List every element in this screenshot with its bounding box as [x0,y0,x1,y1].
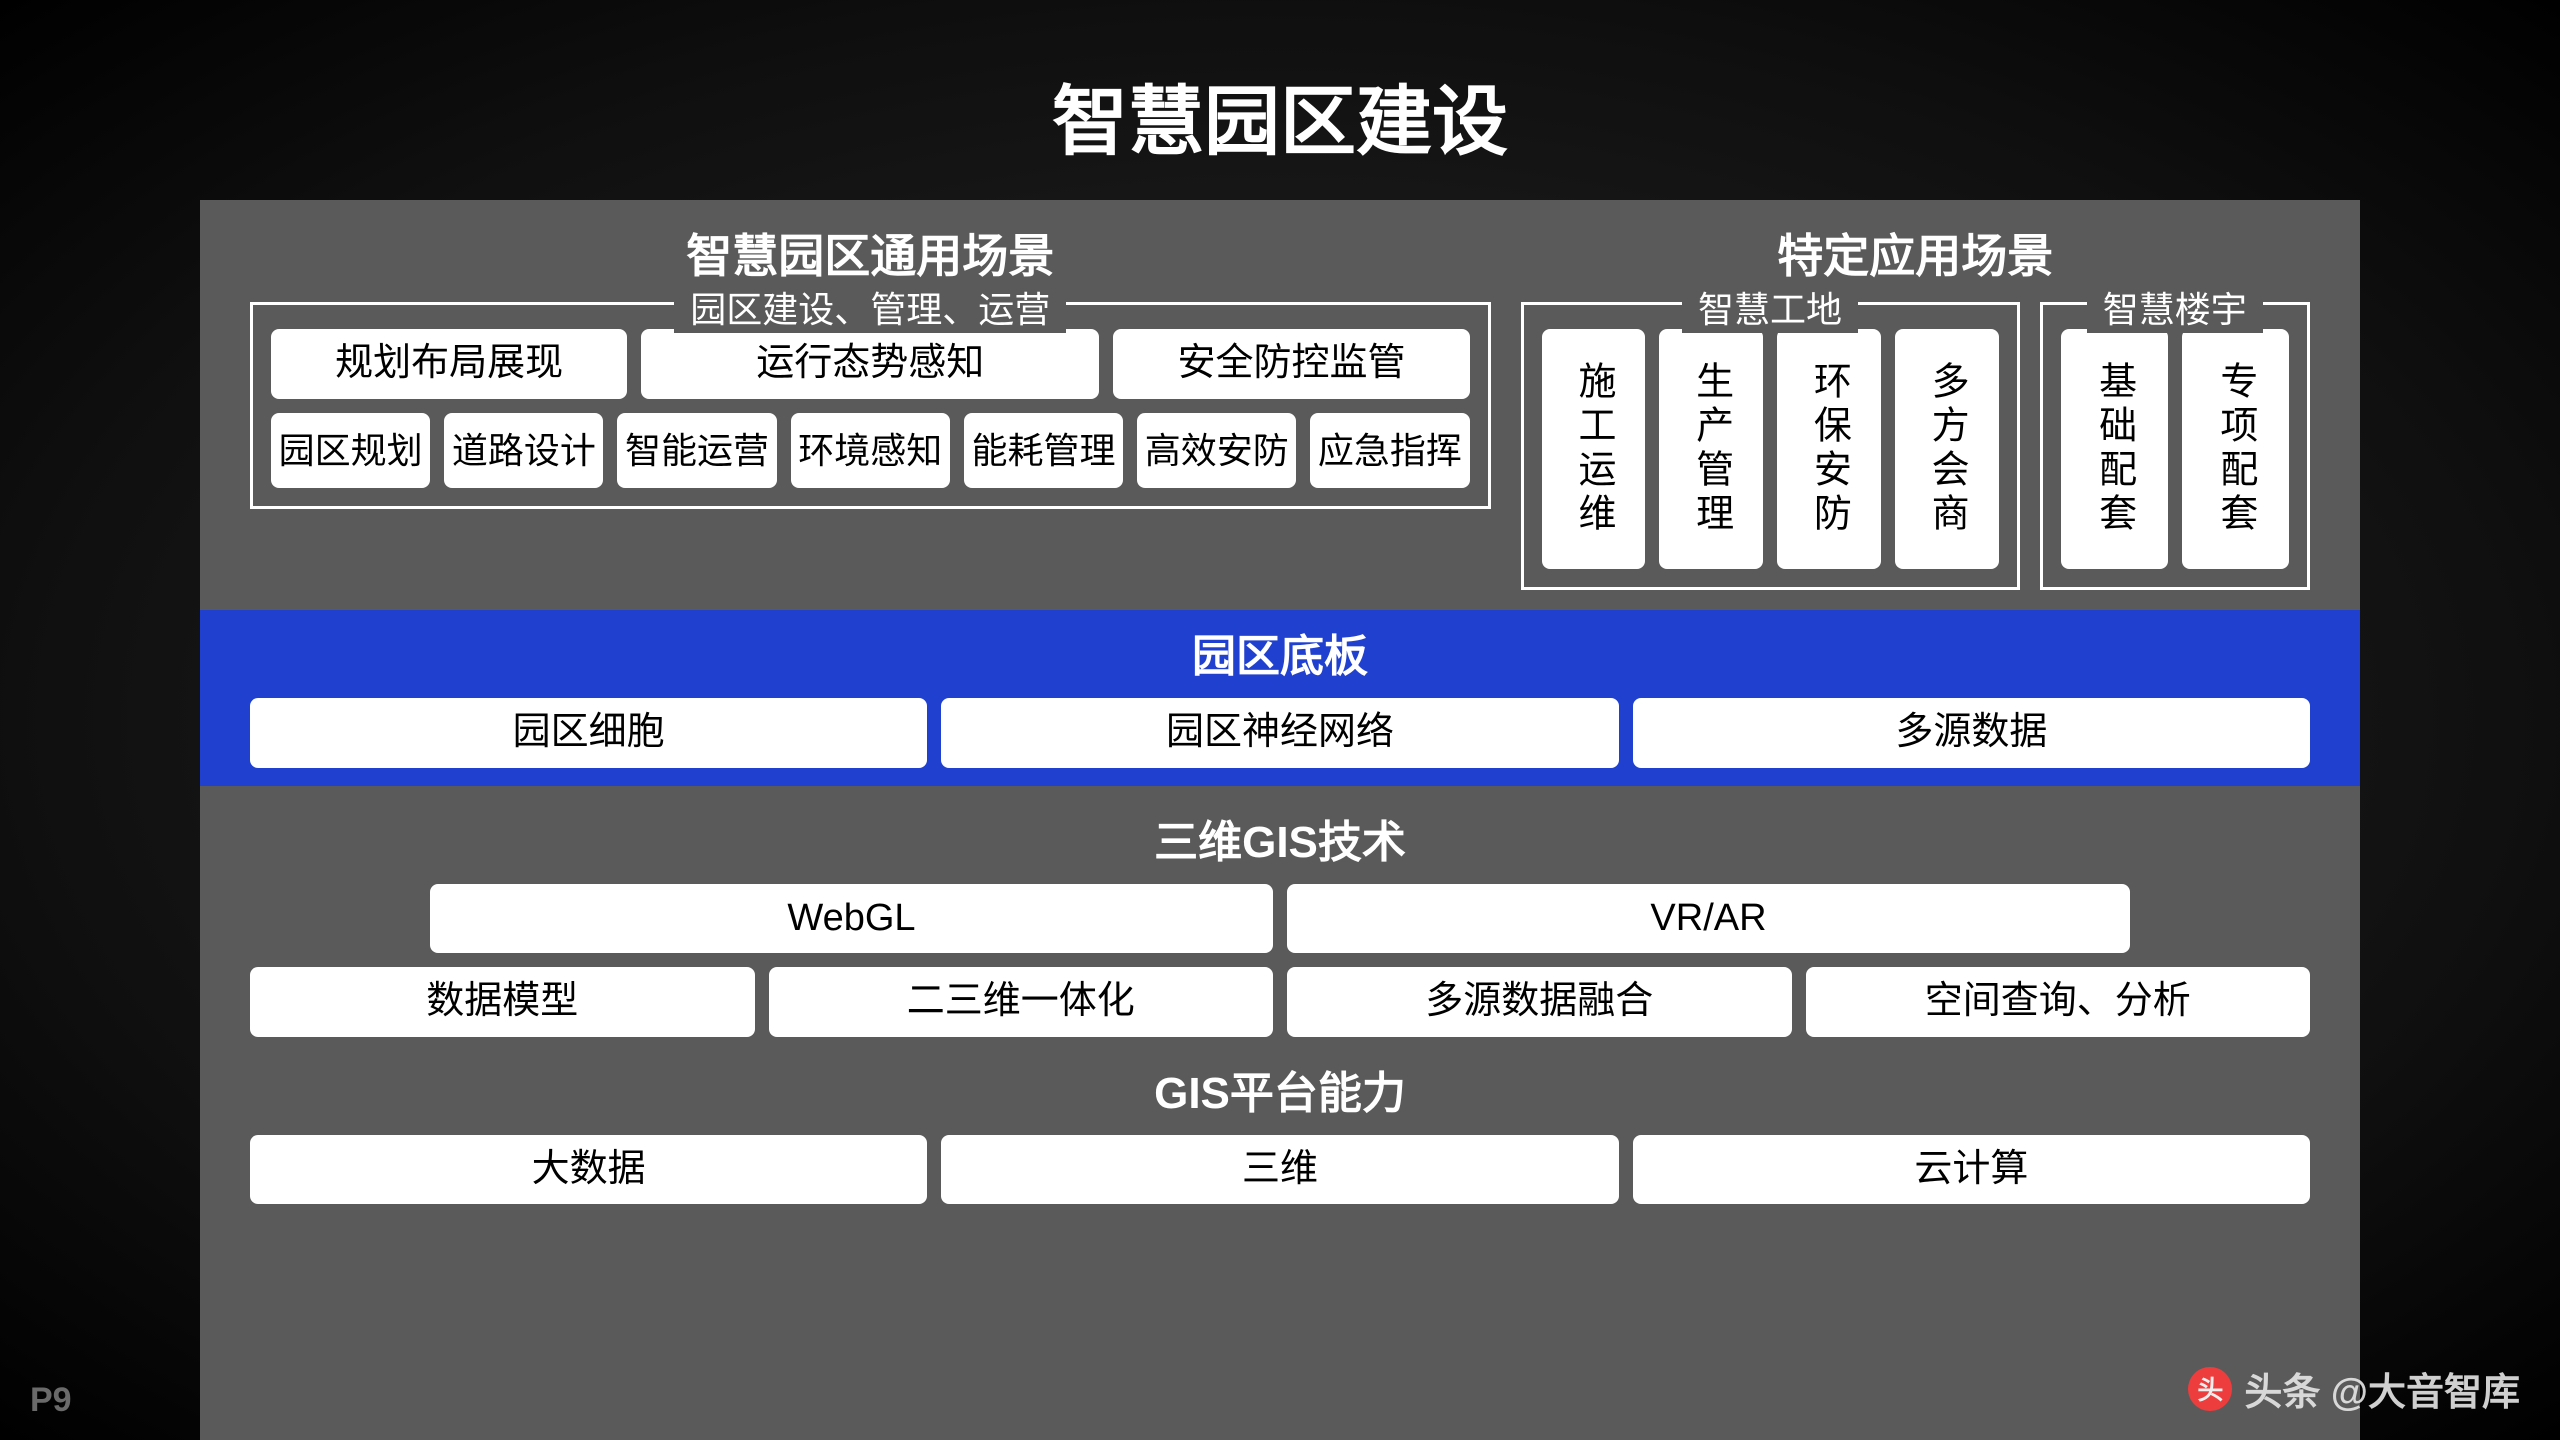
general-scenario-title: 智慧园区通用场景 [250,220,1491,286]
card-plan: 园区规划 [271,413,430,488]
platform-section: GIS平台能力 大数据 三维 云计算 [250,1057,2310,1215]
platform-title: GIS平台能力 [250,1057,2310,1121]
general-scenario: 智慧园区通用场景 园区建设、管理、运营 规划布局展现 运行态势感知 安全防控监管… [250,220,1491,590]
card-layout: 规划布局展现 [271,329,627,399]
card-production: 生产管理 [1659,329,1763,569]
page-number: P9 [30,1381,72,1420]
card-neural: 园区神经网络 [941,698,1618,768]
card-env-safety: 环保安防 [1777,329,1881,569]
card-security: 安全防控监管 [1113,329,1469,399]
gis-row2: 数据模型 二三维一体化 多源数据融合 空间查询、分析 [250,967,2310,1037]
card-construction-ops: 施工运维 [1542,329,1646,569]
foundation-panel: 园区底板 园区细胞 园区神经网络 多源数据 [200,610,2360,786]
foundation-row: 园区细胞 园区神经网络 多源数据 [250,698,2310,768]
card-bigdata: 大数据 [250,1135,927,1205]
card-fusion: 多源数据融合 [1287,967,1792,1037]
card-basic: 基础配套 [2061,329,2168,569]
card-multi-party: 多方会商 [1895,329,1999,569]
card-cloud: 云计算 [1633,1135,2310,1205]
slide: 智慧园区建设 智慧园区通用场景 园区建设、管理、运营 规划布局展现 运行态势感知… [0,0,2560,1440]
card-special: 专项配套 [2182,329,2289,569]
card-emergency: 应急指挥 [1310,413,1469,488]
card-vrar: VR/AR [1287,884,2130,954]
platform-row: 大数据 三维 云计算 [250,1135,2310,1205]
specific-scenario-title: 特定应用场景 [1521,220,2310,286]
card-cell: 园区细胞 [250,698,927,768]
card-2d3d: 二三维一体化 [769,967,1274,1037]
gis-section: 三维GIS技术 WebGL VR/AR 数据模型 二三维一体化 多源数据融合 空… [250,806,2310,1047]
scenarios-row: 智慧园区通用场景 园区建设、管理、运营 规划布局展现 运行态势感知 安全防控监管… [250,220,2310,590]
card-data-model: 数据模型 [250,967,755,1037]
general-fieldset: 园区建设、管理、运营 规划布局展现 运行态势感知 安全防控监管 园区规划 道路设… [250,302,1491,509]
specific-scenario: 特定应用场景 智慧工地 施工运维 生产管理 环保安防 多方会商 智慧楼宇 [1521,220,2310,590]
smart-building-fieldset: 智慧楼宇 基础配套 专项配套 [2040,302,2310,590]
watermark-text: 头条 @大音智库 [2244,1361,2520,1416]
card-smart-ops: 智能运营 [617,413,776,488]
gis-row1: WebGL VR/AR [250,884,2310,954]
general-row1: 规划布局展现 运行态势感知 安全防控监管 [271,329,1470,399]
general-row2: 园区规划 道路设计 智能运营 环境感知 能耗管理 高效安防 应急指挥 [271,413,1470,488]
card-env: 环境感知 [791,413,950,488]
toutiao-icon: 头 [2188,1367,2232,1411]
card-3d: 三维 [941,1135,1618,1205]
card-spatial: 空间查询、分析 [1806,967,2311,1037]
watermark: 头 头条 @大音智库 [2188,1361,2520,1416]
construction-site-legend: 智慧工地 [1682,281,1858,333]
general-legend: 园区建设、管理、运营 [674,281,1066,333]
card-webgl: WebGL [430,884,1273,954]
construction-site-fieldset: 智慧工地 施工运维 生产管理 环保安防 多方会商 [1521,302,2020,590]
card-road: 道路设计 [444,413,603,488]
smart-building-legend: 智慧楼宇 [2087,281,2263,333]
slide-title: 智慧园区建设 [200,60,2360,170]
card-situation: 运行态势感知 [641,329,1099,399]
card-energy: 能耗管理 [964,413,1123,488]
card-multisource: 多源数据 [1633,698,2310,768]
main-panel: 智慧园区通用场景 园区建设、管理、运营 规划布局展现 运行态势感知 安全防控监管… [200,200,2360,1440]
foundation-title: 园区底板 [250,620,2310,684]
card-safety: 高效安防 [1137,413,1296,488]
gis-title: 三维GIS技术 [250,806,2310,870]
